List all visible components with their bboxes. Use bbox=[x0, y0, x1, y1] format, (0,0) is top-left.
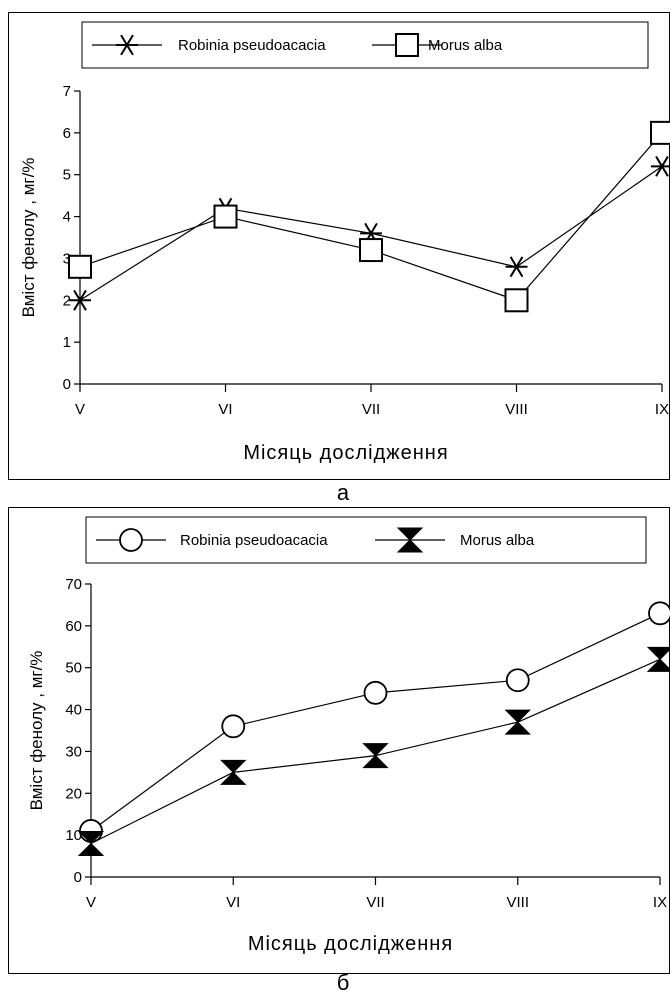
data-point bbox=[69, 289, 91, 311]
y-tick-label: 60 bbox=[65, 618, 82, 635]
chart-b: 0 10 20 30 40 50 60 70 V VI VII VIII IX Місяць дослід… bbox=[27, 516, 670, 955]
data-point bbox=[504, 288, 529, 313]
x-tick-label: VII bbox=[366, 894, 384, 911]
data-point bbox=[77, 831, 105, 857]
x-tick-label: V bbox=[75, 401, 85, 418]
x-tick-label: VI bbox=[218, 401, 232, 418]
x-axis-label: Місяць дослідження bbox=[248, 933, 453, 955]
legend-marker bbox=[116, 34, 138, 56]
legend-marker bbox=[119, 528, 143, 552]
legend-marker bbox=[395, 33, 419, 57]
x-tick-label: IX bbox=[655, 401, 669, 418]
data-point bbox=[650, 120, 670, 145]
y-tick-label: 1 bbox=[63, 334, 71, 351]
legend-box bbox=[85, 516, 647, 564]
y-tick-label: 3 bbox=[63, 250, 71, 267]
data-point bbox=[651, 155, 670, 177]
series-line bbox=[90, 612, 661, 832]
x-tick-label: V bbox=[86, 894, 96, 911]
data-point bbox=[221, 714, 246, 739]
data-point bbox=[359, 238, 383, 263]
y-tick-label: 2 bbox=[63, 292, 71, 309]
x-tick-label: VI bbox=[226, 894, 240, 911]
legend-label: Morus alba bbox=[428, 37, 503, 54]
y-axis-label: Вміст фенолу , мг/% bbox=[27, 651, 46, 811]
y-tick-label: 5 bbox=[63, 167, 71, 184]
y-tick-label: 10 bbox=[65, 827, 82, 844]
y-axis-label: Вміст фенолу , мг/% bbox=[19, 158, 38, 318]
legend-marker bbox=[396, 527, 424, 553]
x-tick-label: VII bbox=[362, 401, 380, 418]
y-tick-label: 70 bbox=[65, 576, 82, 593]
y-tick-label: 6 bbox=[63, 125, 71, 142]
legend-box bbox=[81, 21, 649, 69]
x-tick-label: IX bbox=[653, 894, 667, 911]
data-point bbox=[363, 680, 388, 705]
y-tick-label: 40 bbox=[65, 702, 82, 719]
y-tick-label: 30 bbox=[65, 743, 82, 760]
x-tick-label: VIII bbox=[505, 401, 528, 418]
data-point bbox=[505, 668, 530, 693]
y-tick-label: 0 bbox=[63, 376, 71, 393]
data-point bbox=[362, 743, 389, 769]
x-axis-label: Місяць дослідження bbox=[243, 442, 448, 464]
y-tick-label: 50 bbox=[65, 660, 82, 677]
legend-label: Robinia pseudoacacia bbox=[178, 37, 326, 54]
data-point bbox=[646, 646, 670, 672]
panel-label-a: а bbox=[336, 480, 350, 505]
legend-label: Morus alba bbox=[460, 532, 535, 549]
legend-label: Robinia pseudoacacia bbox=[180, 532, 328, 549]
data-point bbox=[648, 601, 670, 626]
data-point bbox=[504, 709, 531, 735]
x-tick-label: VIII bbox=[506, 894, 529, 911]
data-point bbox=[68, 254, 92, 279]
panel-label-b: б bbox=[336, 970, 350, 995]
data-point bbox=[213, 204, 238, 229]
series-line bbox=[79, 132, 663, 301]
chart-a: 0 1 2 3 4 5 6 7 V VI VII VIII IX Місяць дослідження Вм… bbox=[19, 21, 670, 464]
y-tick-label: 4 bbox=[63, 209, 71, 226]
y-tick-label: 20 bbox=[65, 785, 82, 802]
data-point bbox=[505, 256, 528, 278]
data-point bbox=[220, 759, 247, 785]
y-tick-label: 0 bbox=[74, 869, 82, 886]
y-tick-label: 7 bbox=[63, 83, 71, 100]
